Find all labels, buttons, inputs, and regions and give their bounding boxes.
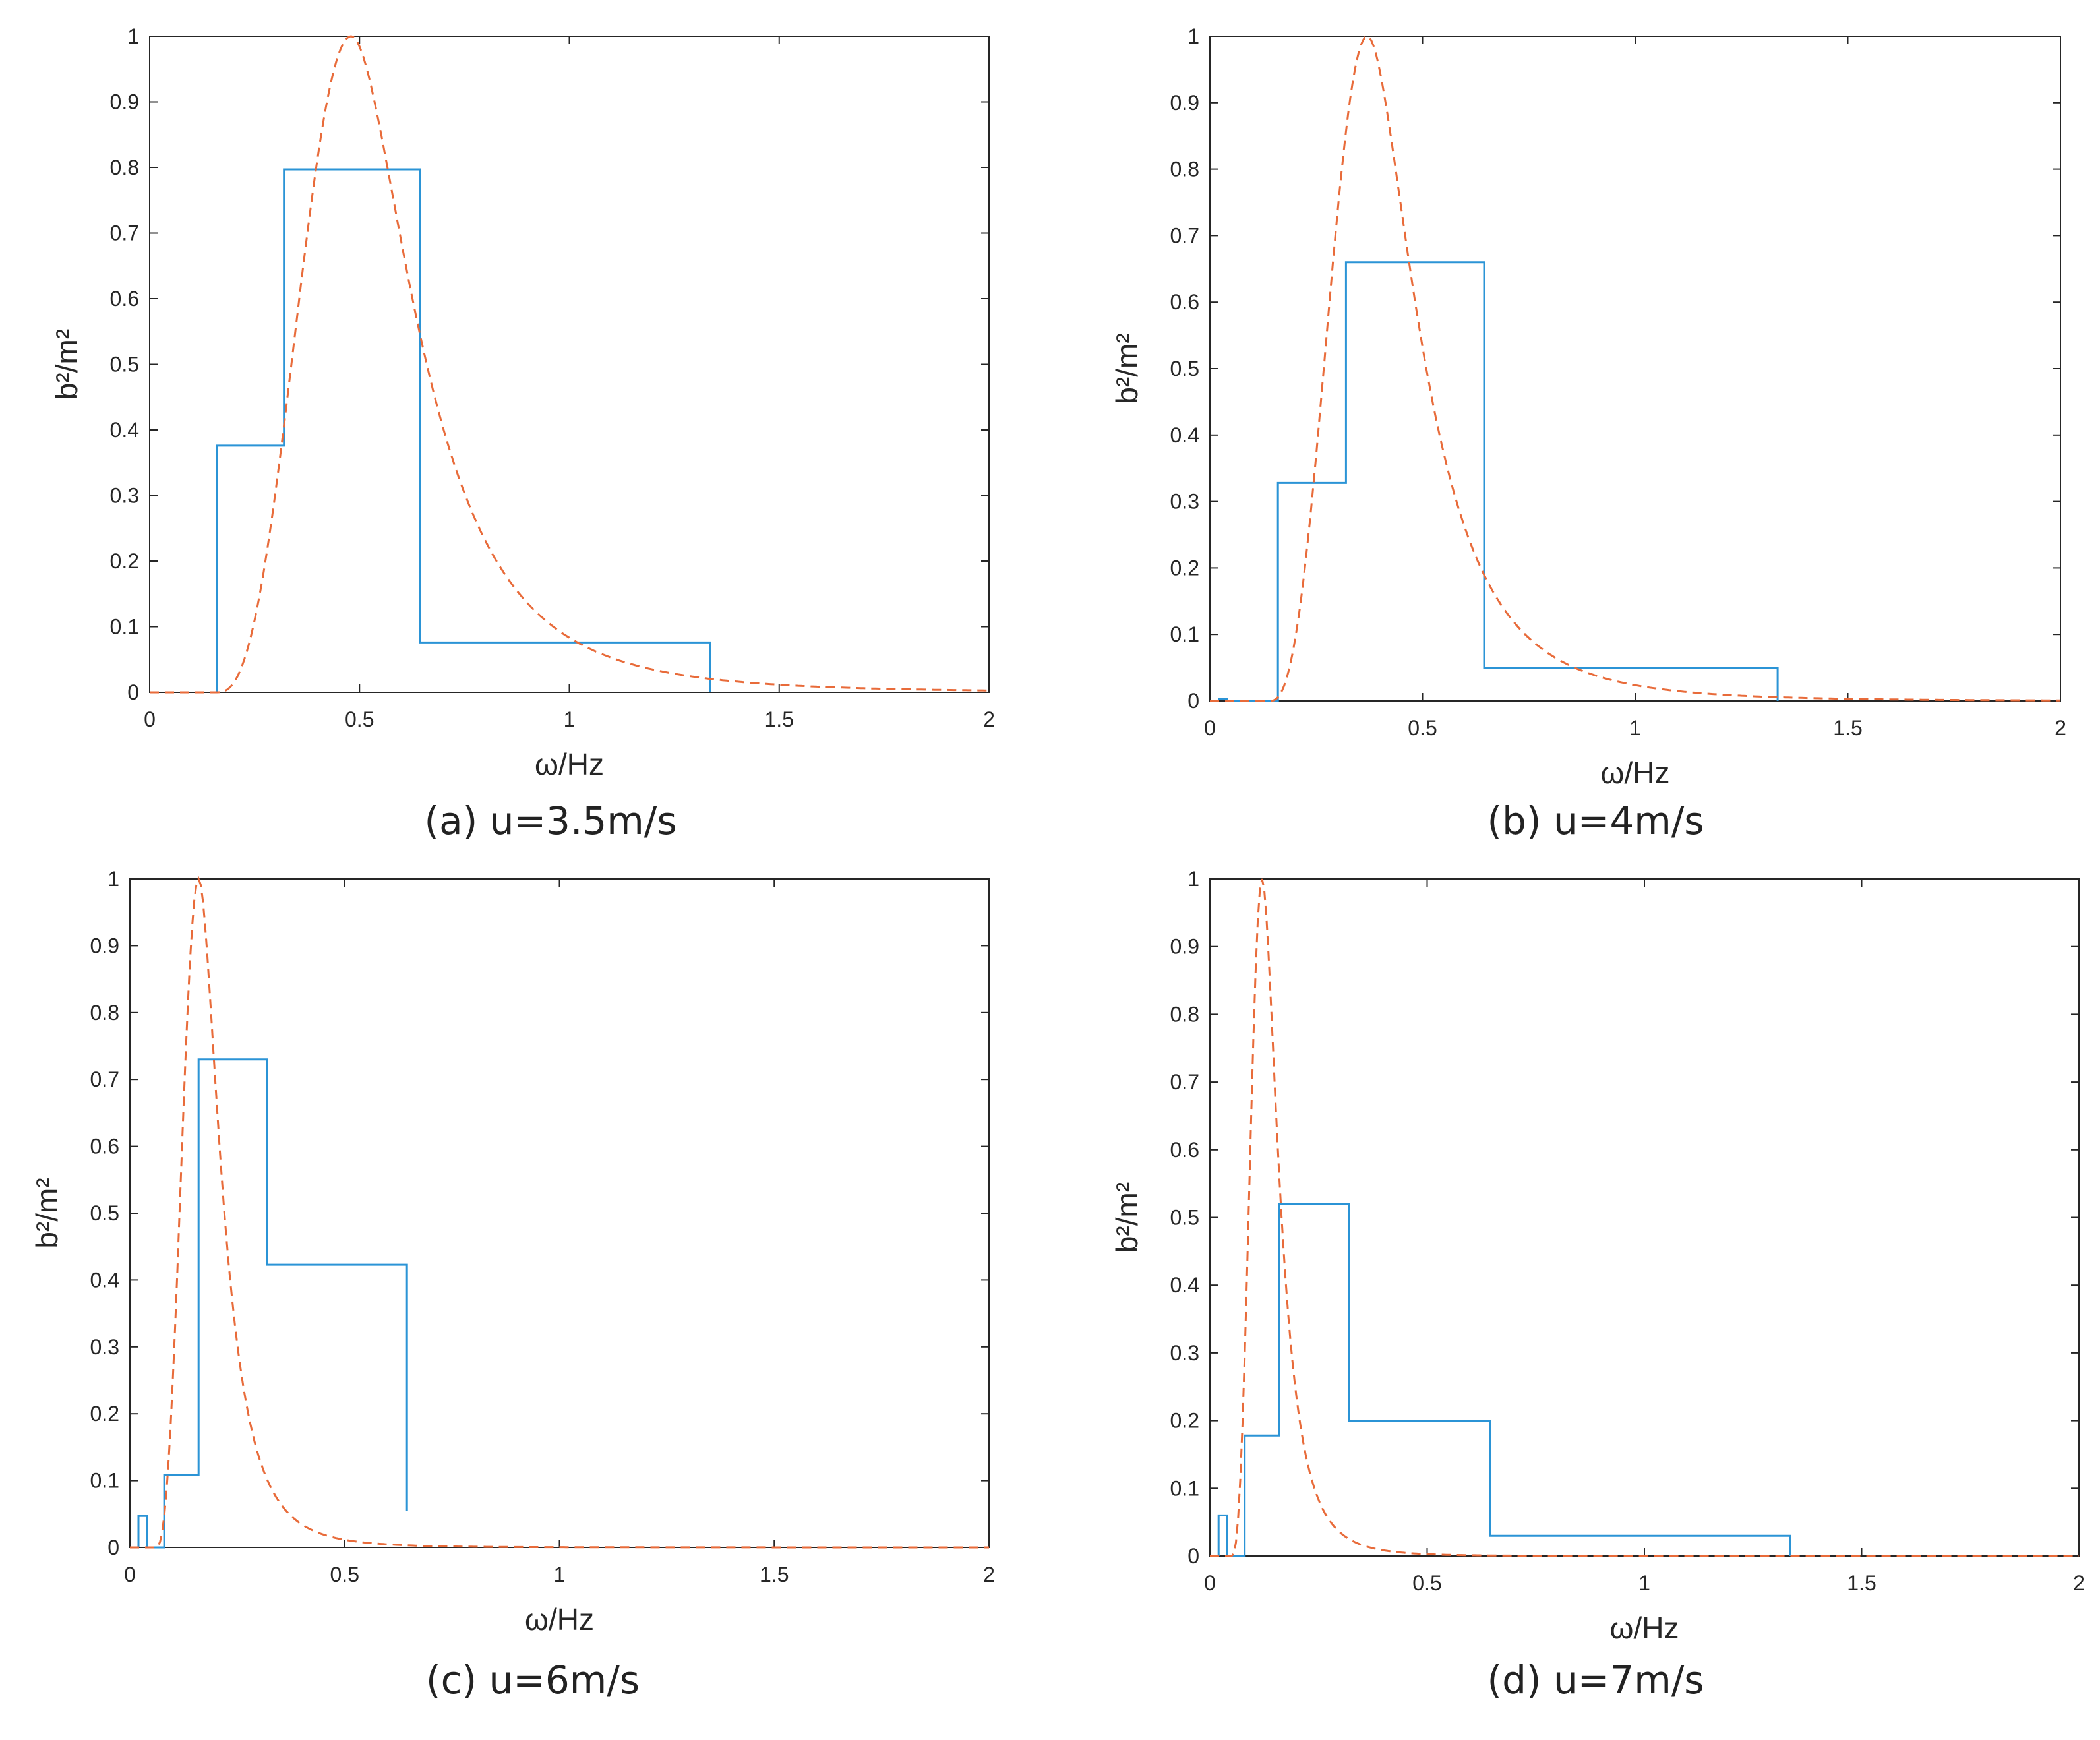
y-tick-label: 0.8 [1170, 158, 1199, 181]
y-tick-label: 0.1 [90, 1469, 119, 1493]
y-tick-label: 0.4 [90, 1268, 119, 1292]
y-tick-label: 0.4 [110, 418, 139, 442]
series-step-line [137, 1058, 408, 1549]
y-axis-label: b²/m² [49, 329, 84, 400]
x-tick-label: 1.5 [1847, 1571, 1876, 1595]
y-tick-label: 0.5 [1170, 1206, 1199, 1230]
y-axis-label: b²/m² [1110, 1182, 1144, 1253]
y-tick-label: 0.7 [90, 1067, 119, 1091]
x-tick-label: 0.5 [345, 707, 374, 731]
series-step-line [1218, 261, 1779, 702]
x-tick-label: 2 [983, 1563, 995, 1586]
y-tick-label: 0 [1187, 1544, 1199, 1568]
y-tick-label: 0.2 [110, 549, 139, 573]
x-axis-label: ω/Hz [1610, 1611, 1679, 1645]
y-tick-label: 0 [107, 1536, 119, 1559]
plot-frame [1209, 878, 2080, 1557]
x-tick-label: 1 [564, 707, 576, 731]
y-tick-label: 0.6 [1170, 290, 1199, 314]
x-tick-label: 0 [124, 1563, 136, 1586]
x-axis-label: ω/Hz [1601, 756, 1670, 790]
plot-frame [1209, 36, 2061, 702]
y-tick-label: 0.3 [110, 484, 139, 508]
panel-caption: (d) u=7m/s [1487, 1658, 1704, 1702]
y-tick-label: 0.4 [1170, 1273, 1199, 1297]
y-tick-label: 0.5 [110, 353, 139, 376]
y-axis-label: b²/m² [1110, 333, 1144, 404]
y-tick-label: 0.1 [110, 615, 139, 639]
y-tick-label: 1 [127, 24, 139, 48]
chart-panel-c: 0 0.5 1 1.5 2 0 0.1 0.2 0.3 0.4 0.5 0.6 0.7 0.8 0.9 1 ω/… [30, 867, 995, 1702]
y-tick-label: 0.8 [110, 156, 139, 179]
y-tick-label: 0.3 [1170, 490, 1199, 514]
y-tick-label: 0.4 [1170, 423, 1199, 447]
x-tick-label: 0.5 [1412, 1571, 1441, 1595]
y-tick-label: 0.8 [90, 1001, 119, 1025]
series-curve-line [1210, 35, 2060, 702]
y-tick-label: 0.3 [90, 1335, 119, 1359]
x-tick-label: 1.5 [760, 1563, 789, 1586]
y-tick-label: 0.9 [90, 934, 119, 957]
y-tick-label: 0.5 [1170, 357, 1199, 380]
x-tick-label: 1 [1629, 716, 1641, 740]
y-tick-label: 0.2 [1170, 1409, 1199, 1433]
panel-caption: (b) u=4m/s [1487, 798, 1704, 843]
series-step-line [1217, 1203, 1791, 1557]
x-axis-label: ω/Hz [525, 1602, 594, 1636]
y-tick-label: 0.5 [90, 1201, 119, 1225]
y-tick-label: 0.7 [110, 222, 139, 245]
chart-panel-a: 0 0.5 1 1.5 2 0 0.1 0.2 0.3 0.4 0.5 0.6 0.7 0.8 0.9 1 ω/… [49, 24, 995, 843]
y-tick-label: 0.2 [1170, 556, 1199, 580]
y-tick-label: 0.1 [1170, 1476, 1199, 1500]
plot-frame [129, 878, 990, 1548]
y-tick-label: 0.9 [1170, 935, 1199, 959]
y-tick-label: 0.2 [90, 1402, 119, 1425]
y-tick-label: 0.6 [90, 1135, 119, 1158]
x-tick-label: 0.5 [1408, 716, 1437, 740]
y-tick-label: 0.9 [1170, 91, 1199, 115]
series-curve-line [130, 876, 989, 1549]
x-tick-label: 1.5 [1833, 716, 1862, 740]
series-curve-line [1210, 878, 2079, 1557]
x-tick-label: 1 [554, 1563, 566, 1586]
chart-panel-b: 0 0.5 1 1.5 2 0 0.1 0.2 0.3 0.4 0.5 0.6 0.7 0.8 0.9 1 ω/… [1110, 24, 2066, 843]
y-tick-label: 0.9 [110, 90, 139, 114]
y-tick-label: 0 [1187, 689, 1199, 713]
x-tick-label: 0.5 [330, 1563, 359, 1586]
y-axis-label: b²/m² [30, 1178, 64, 1248]
y-tick-label: 0 [127, 680, 139, 704]
chart-panel-d: 0 0.5 1 1.5 2 0 0.1 0.2 0.3 0.4 0.5 0.6 0.7 0.8 0.9 1 ω/… [1110, 867, 2085, 1702]
x-tick-label: 1.5 [765, 707, 794, 731]
x-tick-label: 0 [1204, 716, 1216, 740]
x-tick-label: 2 [983, 707, 995, 731]
x-tick-label: 2 [2073, 1571, 2085, 1595]
y-tick-label: 0.1 [1170, 622, 1199, 646]
y-tick-label: 0.3 [1170, 1341, 1199, 1365]
y-tick-label: 0.6 [1170, 1138, 1199, 1162]
panel-caption: (c) u=6m/s [426, 1658, 640, 1702]
plot-frame [149, 36, 990, 693]
y-tick-label: 0.7 [1170, 224, 1199, 247]
y-tick-label: 1 [1187, 24, 1199, 48]
x-tick-label: 0 [1204, 1571, 1216, 1595]
series-curve-line [150, 35, 989, 694]
y-tick-label: 1 [107, 867, 119, 891]
x-axis-label: ω/Hz [535, 747, 604, 781]
x-tick-label: 0 [144, 707, 156, 731]
x-tick-label: 1 [1638, 1571, 1650, 1595]
x-tick-label: 2 [2055, 716, 2066, 740]
y-tick-label: 0.6 [110, 287, 139, 311]
panel-caption: (a) u=3.5m/s [424, 798, 676, 843]
y-tick-label: 0.8 [1170, 1002, 1199, 1026]
y-tick-label: 0.7 [1170, 1070, 1199, 1094]
y-tick-label: 1 [1187, 867, 1199, 891]
series-step-line [216, 168, 711, 692]
